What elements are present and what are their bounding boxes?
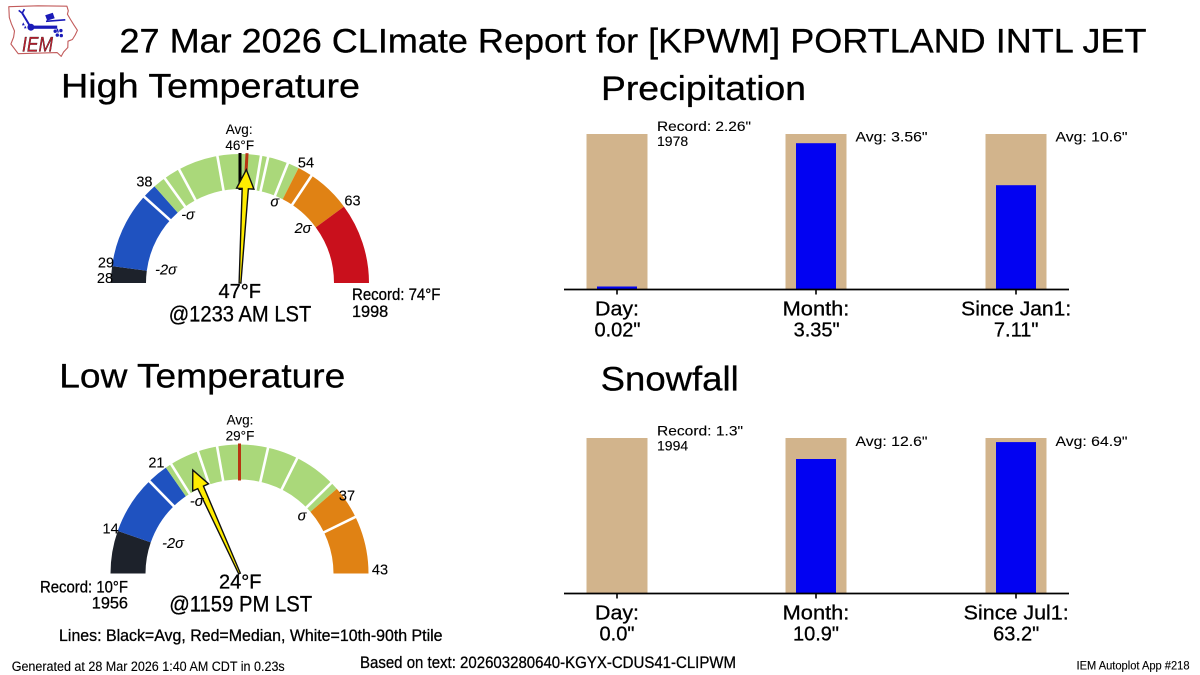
- svg-text:Snowfall: Snowfall: [601, 361, 739, 399]
- svg-text:3.35": 3.35": [794, 320, 840, 342]
- svg-text:IEM Autoplot App #218: IEM Autoplot App #218: [1077, 661, 1190, 673]
- svg-text:24°F: 24°F: [219, 572, 261, 594]
- svg-text:σ: σ: [270, 194, 280, 210]
- svg-text:1956: 1956: [92, 595, 128, 613]
- svg-text:0.02": 0.02": [594, 320, 640, 342]
- svg-text:21: 21: [148, 456, 164, 472]
- svg-text:Lines: Black=Avg, Red=Median,: Lines: Black=Avg, Red=Median, White=10th…: [59, 627, 443, 645]
- svg-text:High Temperature: High Temperature: [61, 67, 360, 105]
- svg-text:1978: 1978: [657, 133, 688, 149]
- svg-text:63.2": 63.2": [993, 624, 1039, 646]
- svg-text:Avg:: Avg:: [227, 413, 254, 428]
- svg-text:Record: 74°F: Record: 74°F: [352, 286, 440, 304]
- svg-text:29°F: 29°F: [226, 428, 255, 443]
- svg-text:Month:: Month:: [783, 299, 850, 321]
- svg-text:@1233 AM LST: @1233 AM LST: [169, 301, 312, 326]
- svg-text:Generated at 28 Mar 2026 1:40: Generated at 28 Mar 2026 1:40 AM CDT in …: [12, 659, 285, 674]
- svg-text:14: 14: [103, 522, 119, 538]
- svg-text:10.9": 10.9": [793, 624, 839, 646]
- svg-text:Record: 1.3": Record: 1.3": [657, 423, 743, 439]
- svg-text:Avg: 3.56": Avg: 3.56": [856, 129, 928, 145]
- svg-text:43: 43: [372, 562, 388, 578]
- svg-text:63: 63: [344, 193, 360, 209]
- svg-text:Month:: Month:: [783, 603, 850, 625]
- svg-text:-σ: -σ: [190, 494, 205, 510]
- svg-text:29: 29: [98, 255, 114, 271]
- svg-text:Avg: 10.6": Avg: 10.6": [1056, 129, 1128, 145]
- svg-text:Avg:: Avg:: [226, 122, 253, 137]
- svg-text:Avg: 64.9": Avg: 64.9": [1056, 433, 1128, 449]
- svg-text:@1159 PM LST: @1159 PM LST: [169, 592, 312, 617]
- svg-text:1998: 1998: [352, 303, 388, 321]
- svg-text:Precipitation: Precipitation: [601, 70, 806, 108]
- svg-text:38: 38: [136, 174, 152, 190]
- svg-text:1994: 1994: [657, 438, 688, 454]
- svg-text:Avg: 12.6": Avg: 12.6": [856, 433, 928, 449]
- svg-text:Since Jan1:: Since Jan1:: [961, 299, 1071, 321]
- svg-text:28: 28: [97, 271, 113, 287]
- svg-text:Day:: Day:: [595, 299, 639, 321]
- svg-text:47°F: 47°F: [218, 281, 260, 303]
- svg-text:IEM: IEM: [22, 32, 53, 56]
- svg-text:54: 54: [298, 155, 314, 171]
- svg-text:Record: 10°F: Record: 10°F: [40, 578, 128, 596]
- svg-text:-2σ: -2σ: [155, 263, 178, 279]
- svg-text:-σ: -σ: [181, 208, 196, 224]
- svg-text:Record: 2.26": Record: 2.26": [657, 118, 751, 134]
- svg-text:0.0": 0.0": [600, 624, 635, 646]
- svg-text:σ: σ: [298, 509, 308, 525]
- svg-text:37: 37: [339, 489, 355, 505]
- svg-text:Low Temperature: Low Temperature: [59, 358, 345, 396]
- svg-text:46°F: 46°F: [225, 138, 254, 153]
- svg-text:27 Mar 2026 CLImate Report for: 27 Mar 2026 CLImate Report for [KPWM] PO…: [120, 23, 1147, 61]
- svg-text:-2σ: -2σ: [162, 536, 185, 552]
- svg-text:Day:: Day:: [595, 603, 639, 625]
- svg-text:2σ: 2σ: [294, 221, 313, 237]
- svg-text:Based on text: 202603280640-KG: Based on text: 202603280640-KGYX-CDUS41-…: [360, 653, 736, 672]
- svg-text:7.11": 7.11": [994, 320, 1039, 342]
- svg-text:Since Jul1:: Since Jul1:: [964, 603, 1069, 625]
